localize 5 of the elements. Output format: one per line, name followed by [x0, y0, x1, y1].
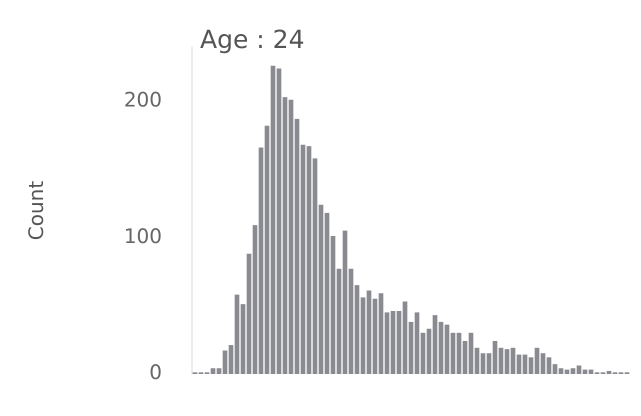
y-tick-label: 200	[124, 88, 162, 112]
y-axis-title: Count	[24, 180, 48, 240]
y-tick-label: 100	[124, 224, 162, 248]
chart-title: Age : 24	[200, 25, 304, 54]
y-tick-label: 0	[149, 360, 162, 384]
